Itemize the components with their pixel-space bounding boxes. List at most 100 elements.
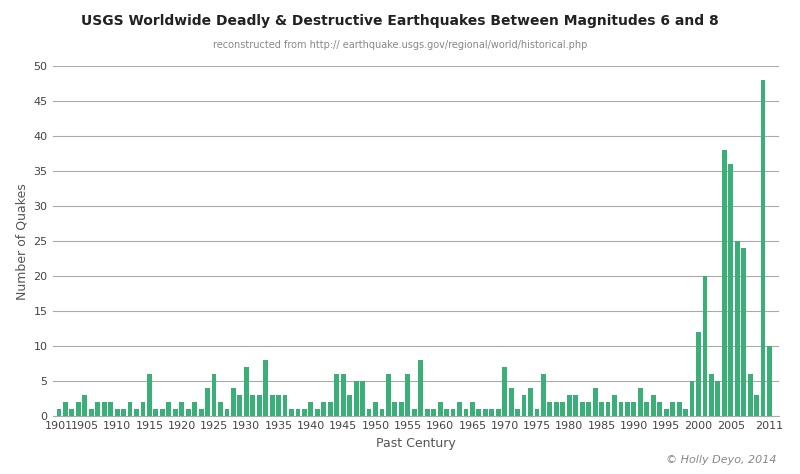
Bar (683, 409, 688, 416)
Bar (567, 395, 572, 416)
Bar (108, 402, 113, 416)
Bar (114, 409, 119, 416)
Bar (496, 409, 501, 416)
Bar (625, 402, 630, 416)
Bar (276, 395, 281, 416)
Bar (231, 388, 236, 416)
Bar (418, 360, 423, 416)
Text: reconstructed from http:// earthquake.usgs.gov/regional/world/historical.php: reconstructed from http:// earthquake.us… (213, 40, 587, 50)
Bar (425, 409, 430, 416)
Bar (761, 81, 766, 416)
Bar (70, 409, 74, 416)
Bar (412, 409, 417, 416)
Bar (470, 402, 475, 416)
Bar (360, 381, 365, 416)
Bar (102, 402, 106, 416)
Bar (728, 164, 733, 416)
Bar (450, 409, 455, 416)
Bar (612, 395, 617, 416)
Bar (754, 395, 759, 416)
Bar (257, 395, 262, 416)
Bar (618, 402, 623, 416)
Bar (586, 402, 591, 416)
Bar (515, 409, 520, 416)
Bar (522, 395, 526, 416)
X-axis label: Past Century: Past Century (376, 437, 456, 449)
Bar (89, 409, 94, 416)
Bar (722, 150, 726, 416)
Bar (702, 276, 707, 416)
Bar (599, 402, 604, 416)
Bar (186, 409, 190, 416)
Bar (490, 409, 494, 416)
Bar (767, 346, 772, 416)
Bar (690, 381, 694, 416)
Y-axis label: Number of Quakes: Number of Quakes (15, 183, 28, 300)
Bar (121, 409, 126, 416)
Bar (270, 395, 274, 416)
Bar (483, 409, 488, 416)
Bar (334, 374, 339, 416)
Bar (709, 374, 714, 416)
Bar (651, 395, 656, 416)
Text: © Holly Deyo, 2014: © Holly Deyo, 2014 (666, 455, 776, 465)
Bar (341, 374, 346, 416)
Bar (173, 409, 178, 416)
Bar (218, 402, 223, 416)
Bar (742, 248, 746, 416)
Bar (580, 402, 585, 416)
Bar (664, 409, 669, 416)
Bar (212, 374, 217, 416)
Bar (57, 409, 62, 416)
Bar (147, 374, 152, 416)
Bar (431, 409, 436, 416)
Bar (205, 388, 210, 416)
Bar (554, 402, 558, 416)
Bar (748, 374, 753, 416)
Bar (347, 395, 352, 416)
Bar (734, 241, 740, 416)
Bar (63, 402, 68, 416)
Bar (225, 409, 230, 416)
Bar (238, 395, 242, 416)
Bar (534, 409, 539, 416)
Bar (502, 367, 507, 416)
Bar (166, 402, 171, 416)
Bar (289, 409, 294, 416)
Bar (366, 409, 371, 416)
Bar (438, 402, 442, 416)
Bar (631, 402, 636, 416)
Bar (406, 374, 410, 416)
Bar (574, 395, 578, 416)
Bar (128, 402, 133, 416)
Bar (354, 381, 358, 416)
Bar (379, 409, 384, 416)
Bar (547, 402, 552, 416)
Bar (244, 367, 249, 416)
Bar (250, 395, 255, 416)
Bar (141, 402, 146, 416)
Bar (282, 395, 287, 416)
Bar (399, 402, 404, 416)
Bar (309, 402, 314, 416)
Bar (160, 409, 165, 416)
Bar (328, 402, 333, 416)
Bar (638, 388, 642, 416)
Bar (263, 360, 268, 416)
Bar (644, 402, 650, 416)
Bar (528, 388, 533, 416)
Bar (658, 402, 662, 416)
Bar (154, 409, 158, 416)
Bar (134, 409, 139, 416)
Bar (179, 402, 184, 416)
Bar (677, 402, 682, 416)
Bar (393, 402, 398, 416)
Text: USGS Worldwide Deadly & Destructive Earthquakes Between Magnitudes 6 and 8: USGS Worldwide Deadly & Destructive Eart… (81, 14, 719, 28)
Bar (198, 409, 203, 416)
Bar (509, 388, 514, 416)
Bar (541, 374, 546, 416)
Bar (315, 409, 320, 416)
Bar (322, 402, 326, 416)
Bar (593, 388, 598, 416)
Bar (606, 402, 610, 416)
